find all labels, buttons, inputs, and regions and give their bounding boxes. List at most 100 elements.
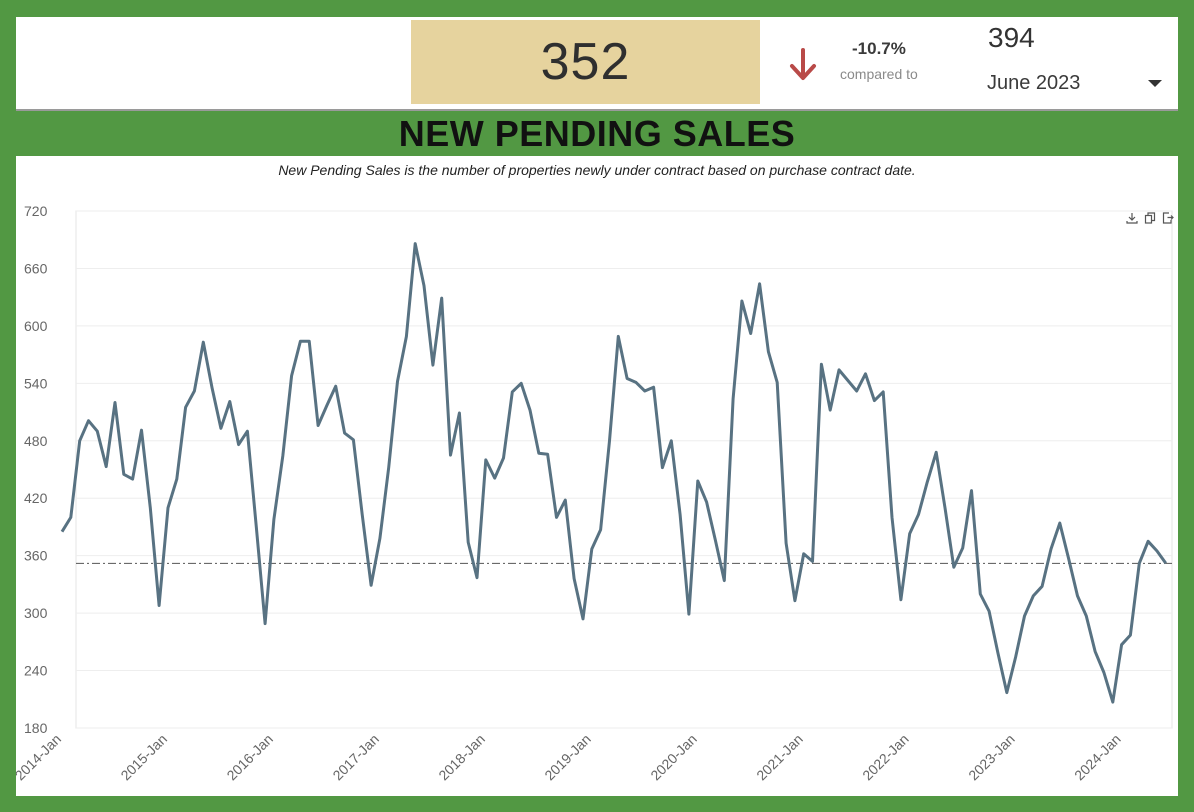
data-point <box>396 380 398 382</box>
x-tick-label: 2019-Jan <box>541 731 594 784</box>
data-point <box>79 440 81 442</box>
x-tick-label: 2015-Jan <box>117 731 170 784</box>
data-point <box>723 579 725 581</box>
data-point <box>317 424 319 426</box>
period-dropdown[interactable]: June 2023 <box>984 67 1164 99</box>
data-point <box>661 466 663 468</box>
data-point <box>847 379 849 381</box>
data-point <box>229 400 231 402</box>
data-point <box>105 465 107 467</box>
data-point <box>1059 522 1061 524</box>
data-point <box>167 507 169 509</box>
data-point <box>608 440 610 442</box>
data-point <box>538 452 540 454</box>
data-point <box>255 526 257 528</box>
data-point <box>909 532 911 534</box>
y-tick-label: 540 <box>24 375 48 391</box>
plot-area <box>75 210 1173 729</box>
data-point <box>750 332 752 334</box>
data-point <box>343 432 345 434</box>
data-point <box>520 382 522 384</box>
data-point <box>944 507 946 509</box>
data-point <box>767 351 769 353</box>
data-point <box>246 430 248 432</box>
copy-icon[interactable] <box>1144 212 1156 224</box>
data-point <box>211 387 213 389</box>
y-tick-label: 720 <box>24 203 48 219</box>
x-tick-label: 2022-Jan <box>859 731 912 784</box>
data-point <box>670 440 672 442</box>
data-point <box>61 531 63 533</box>
data-point <box>803 553 805 555</box>
data-point <box>1094 650 1096 652</box>
data-point <box>811 560 813 562</box>
data-point <box>370 584 372 586</box>
caret-down-icon <box>1148 79 1162 87</box>
data-point <box>511 391 513 393</box>
data-point <box>264 622 266 624</box>
data-point <box>564 499 566 501</box>
data-point <box>494 477 496 479</box>
data-point <box>900 599 902 601</box>
data-point <box>582 618 584 620</box>
y-tick-label: 360 <box>24 548 48 564</box>
data-point <box>299 340 301 342</box>
page-title: NEW PENDING SALES <box>398 113 796 154</box>
x-tick-label: 2021-Jan <box>753 731 806 784</box>
data-point <box>714 539 716 541</box>
data-point <box>838 369 840 371</box>
y-tick-label: 420 <box>24 490 48 506</box>
data-point <box>1023 615 1025 617</box>
data-point <box>405 335 407 337</box>
data-point <box>308 340 310 342</box>
data-point <box>617 335 619 337</box>
data-point <box>458 412 460 414</box>
data-point <box>202 341 204 343</box>
data-point <box>123 473 125 475</box>
data-point <box>1165 562 1167 564</box>
y-tick-label: 300 <box>24 605 48 621</box>
data-point <box>176 478 178 480</box>
change-percent: -10.7% <box>852 39 906 58</box>
data-point <box>1120 644 1122 646</box>
data-point <box>273 518 275 520</box>
current-value-box: 352 <box>411 20 760 104</box>
data-point <box>1041 585 1043 587</box>
data-point <box>1006 691 1008 693</box>
data-point <box>758 283 760 285</box>
data-point <box>591 548 593 550</box>
y-tick-label: 660 <box>24 260 48 276</box>
data-point <box>158 604 160 606</box>
x-tick-label: 2024-Jan <box>1071 731 1124 784</box>
data-point <box>441 297 443 299</box>
export-icon[interactable] <box>1162 212 1174 224</box>
data-point <box>193 390 195 392</box>
x-tick-label: 2016-Jan <box>223 731 276 784</box>
download-icon[interactable] <box>1126 212 1138 224</box>
data-point <box>988 610 990 612</box>
x-tick-label: 2020-Jan <box>647 731 700 784</box>
data-point <box>131 478 133 480</box>
data-point <box>697 480 699 482</box>
data-point <box>652 386 654 388</box>
data-point <box>184 406 186 408</box>
data-point <box>644 390 646 392</box>
x-tick-label: 2023-Jan <box>965 731 1018 784</box>
data-point <box>864 373 866 375</box>
data-point <box>820 363 822 365</box>
data-point <box>997 652 999 654</box>
data-point <box>873 399 875 401</box>
data-point <box>1138 562 1140 564</box>
data-point <box>599 529 601 531</box>
data-point <box>414 242 416 244</box>
data-point <box>1067 557 1069 559</box>
data-point <box>1156 550 1158 552</box>
data-point <box>1014 656 1016 658</box>
data-point <box>379 537 381 539</box>
data-point <box>573 577 575 579</box>
data-point <box>1085 615 1087 617</box>
series-line <box>60 242 1168 704</box>
data-point <box>149 507 151 509</box>
period-dropdown-value: June 2023 <box>987 71 1081 94</box>
data-point <box>1129 634 1131 636</box>
